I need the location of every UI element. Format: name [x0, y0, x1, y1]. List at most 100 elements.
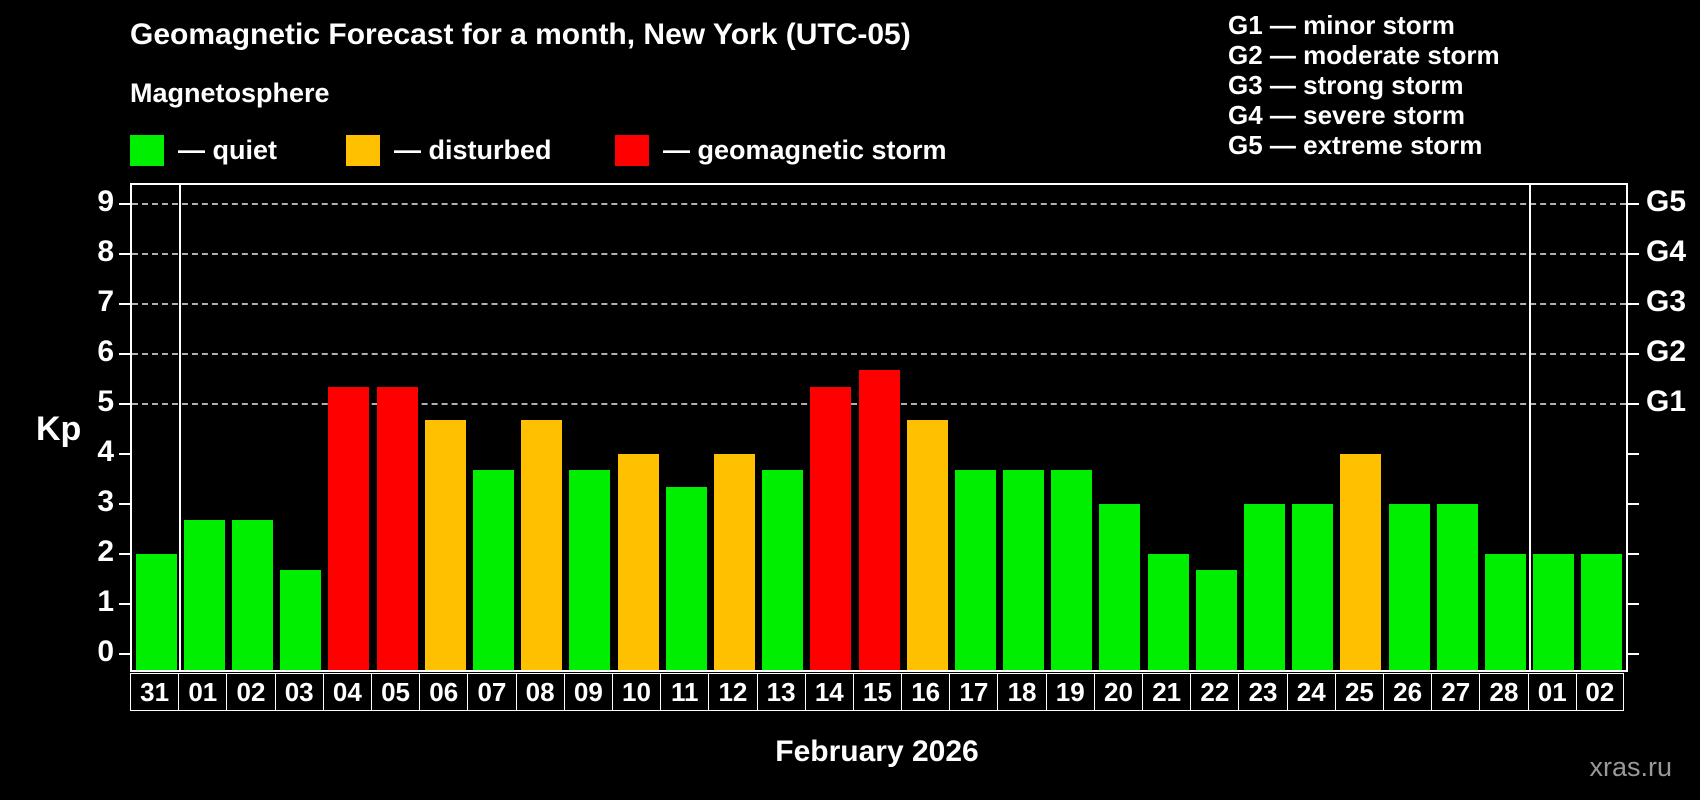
storm-label: — geomagnetic storm — [663, 134, 947, 165]
bar-day-28 — [1485, 553, 1527, 670]
day-label-21: 21 — [1142, 673, 1192, 711]
bar-day-05 — [376, 387, 418, 670]
y-tick-label-9: 9 — [97, 184, 114, 218]
month-separator — [179, 185, 182, 670]
right-axis-label-G4: G4 — [1646, 234, 1687, 268]
g5-legend-line: G5 — extreme storm — [1228, 130, 1483, 160]
bar-day-02 — [231, 520, 273, 670]
bar-day-23 — [1244, 503, 1286, 670]
day-label-15: 15 — [852, 673, 903, 711]
day-label-01: 01 — [1527, 673, 1577, 711]
bar-day-02 — [1581, 553, 1623, 670]
day-label-12: 12 — [708, 673, 758, 711]
bar-day-17 — [954, 470, 996, 670]
g4-legend-line: G4 — severe storm — [1228, 100, 1466, 130]
bar-day-09 — [569, 470, 611, 670]
gridline-kp-8 — [132, 252, 1626, 255]
y-tick-left-6 — [119, 352, 130, 355]
day-label-09: 09 — [563, 673, 613, 711]
y-tick-label-3: 3 — [97, 484, 114, 518]
quiet-label: — quiet — [178, 134, 277, 165]
y-tick-label-1: 1 — [97, 584, 114, 618]
bar-day-03 — [280, 570, 322, 670]
day-label-02: 02 — [1575, 673, 1624, 711]
bar-day-16 — [906, 420, 948, 670]
day-label-19: 19 — [1045, 673, 1095, 711]
bar-day-11 — [665, 487, 707, 670]
bar-day-04 — [328, 387, 370, 670]
right-axis-label-G1: G1 — [1646, 384, 1687, 418]
y-tick-label-7: 7 — [97, 284, 114, 318]
right-axis-label-G3: G3 — [1646, 284, 1687, 318]
bar-day-14 — [810, 387, 852, 670]
day-label-14: 14 — [804, 673, 854, 711]
chart-title: Geomagnetic Forecast for a month, New Yo… — [130, 18, 911, 51]
y-tick-label-8: 8 — [97, 234, 114, 268]
g1-legend-line: G1 — minor storm — [1228, 10, 1455, 40]
storm-color-swatch — [615, 134, 649, 166]
bar-day-13 — [762, 470, 804, 670]
day-label-07: 07 — [467, 673, 517, 711]
y-tick-left-0 — [119, 652, 130, 655]
day-label-13: 13 — [756, 673, 806, 711]
bar-day-25 — [1340, 453, 1382, 670]
day-label-31: 31 — [130, 673, 180, 711]
bar-day-26 — [1388, 503, 1430, 670]
y-tick-right-4 — [1628, 452, 1639, 455]
day-label-05: 05 — [370, 673, 421, 711]
y-tick-left-5 — [119, 402, 130, 405]
right-axis-label-G2: G2 — [1646, 334, 1687, 368]
day-label-25: 25 — [1334, 673, 1385, 711]
y-tick-right-7 — [1628, 302, 1639, 305]
day-label-11: 11 — [660, 673, 710, 711]
y-tick-left-9 — [119, 202, 130, 205]
day-label-18: 18 — [997, 673, 1047, 711]
y-tick-right-9 — [1628, 202, 1639, 205]
day-label-17: 17 — [949, 673, 999, 711]
y-tick-left-4 — [119, 452, 130, 455]
x-axis-day-labels: 31 01 02 03 04 05 06 07 08 09 10 11 12 13 14 15 16 17 18 19… — [130, 673, 1628, 711]
bar-day-20 — [1099, 503, 1141, 670]
right-axis-label-G5: G5 — [1646, 184, 1687, 218]
g2-legend-line: G2 — moderate storm — [1228, 40, 1500, 70]
legend-item-disturbed: — disturbed — [346, 133, 552, 167]
legend-item-storm: — geomagnetic storm — [615, 133, 947, 167]
disturbed-color-swatch — [346, 134, 380, 166]
bar-day-31 — [135, 553, 177, 670]
y-tick-label-4: 4 — [97, 434, 114, 468]
y-tick-left-7 — [119, 302, 130, 305]
y-tick-left-1 — [119, 602, 130, 605]
bar-day-07 — [472, 470, 514, 670]
gridline-kp-9 — [132, 202, 1626, 205]
bar-day-27 — [1436, 503, 1478, 670]
bar-day-08 — [521, 420, 563, 670]
day-label-10: 10 — [611, 673, 662, 711]
bar-day-01 — [1533, 553, 1575, 670]
bar-day-19 — [1051, 470, 1093, 670]
bar-day-21 — [1147, 553, 1189, 670]
day-label-27: 27 — [1431, 673, 1481, 711]
day-label-03: 03 — [274, 673, 324, 711]
bar-day-01 — [183, 520, 225, 670]
day-label-20: 20 — [1093, 673, 1144, 711]
y-tick-left-2 — [119, 552, 130, 555]
y-tick-right-3 — [1628, 502, 1639, 505]
y-axis-label: Kp — [36, 410, 82, 448]
day-label-22: 22 — [1190, 673, 1240, 711]
gridline-kp-6 — [132, 352, 1626, 355]
plot-area — [119, 183, 1639, 672]
day-label-23: 23 — [1238, 673, 1288, 711]
y-tick-label-5: 5 — [97, 384, 114, 418]
y-tick-left-8 — [119, 252, 130, 255]
day-label-16: 16 — [901, 673, 951, 711]
y-tick-right-1 — [1628, 602, 1639, 605]
g3-legend-line: G3 — strong storm — [1228, 70, 1464, 100]
gridline-kp-7 — [132, 302, 1626, 305]
disturbed-label: — disturbed — [394, 134, 552, 165]
magnetosphere-label: Magnetosphere — [130, 78, 330, 108]
day-label-04: 04 — [322, 673, 372, 711]
bar-day-10 — [617, 453, 659, 670]
y-tick-left-3 — [119, 502, 130, 505]
legend-item-quiet: — quiet — [130, 133, 277, 167]
